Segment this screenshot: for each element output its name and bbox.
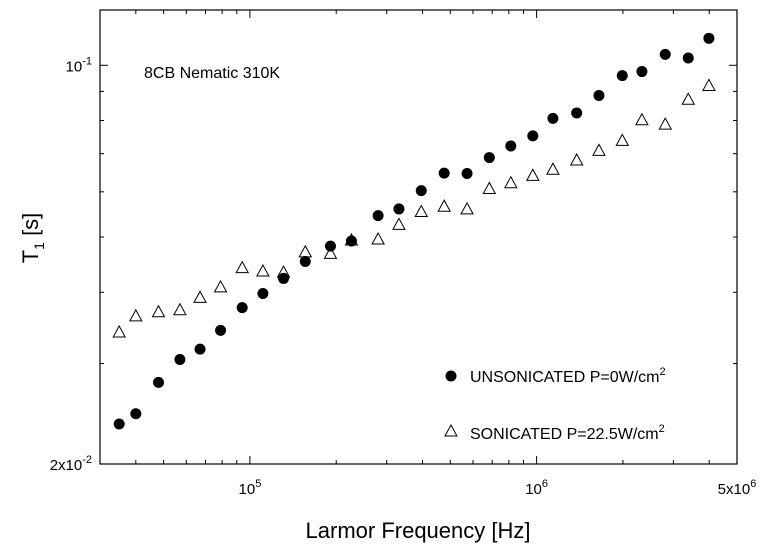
data-point-unsonicated [113, 418, 125, 430]
data-point-sonicated [592, 143, 606, 156]
data-point-sonicated [658, 117, 673, 130]
data-point-sonicated [482, 181, 497, 194]
data-point-sonicated [173, 302, 187, 316]
y-tick-label: 2x10-2 [50, 454, 92, 474]
data-point-sonicated [546, 162, 560, 175]
data-point-unsonicated [174, 353, 186, 365]
data-point-sonicated [298, 244, 313, 258]
data-point-sonicated [392, 217, 406, 230]
data-point-sonicated [503, 175, 518, 189]
x-tick-label: 105 [239, 478, 262, 498]
y-axis-title: T1 [s] [18, 213, 47, 264]
data-point-sonicated [437, 199, 452, 212]
data-point-unsonicated [483, 152, 495, 164]
data-point-unsonicated [257, 288, 269, 300]
data-point-sonicated [615, 133, 630, 146]
data-point-sonicated [414, 204, 429, 218]
data-point-unsonicated [616, 70, 628, 82]
data-point-unsonicated [505, 140, 517, 152]
data-point-sonicated [128, 308, 143, 322]
data-point-unsonicated [393, 203, 405, 215]
data-point-unsonicated [461, 168, 473, 180]
data-point-sonicated [371, 231, 385, 245]
chart-annotation: 8CB Nematic 310K [144, 65, 280, 82]
data-point-unsonicated [299, 255, 311, 267]
data-point-sonicated [213, 279, 228, 293]
data-point-sonicated [344, 232, 359, 246]
data-point-unsonicated [682, 52, 694, 64]
data-point-unsonicated [278, 272, 290, 284]
data-point-sonicated [323, 246, 338, 259]
legend-label-sonicated: SONICATED P=22.5W/cm2 [470, 423, 665, 443]
legend-label-unsonicated: UNSONICATED P=0W/cm2 [470, 366, 666, 386]
data-point-sonicated [256, 263, 270, 277]
data-point-unsonicated [547, 112, 559, 124]
y-tick-label: 10-1 [66, 55, 92, 75]
data-point-unsonicated [194, 343, 206, 355]
data-point-unsonicated [415, 185, 427, 197]
data-point-sonicated [193, 290, 207, 303]
data-point-unsonicated [636, 66, 648, 78]
x-axis-title: Larmor Frequency [Hz] [306, 518, 531, 543]
data-point-unsonicated [324, 240, 336, 252]
series-unsonicated [113, 32, 715, 430]
data-point-unsonicated [593, 90, 605, 102]
x-tick-label: 5x106 [718, 478, 757, 498]
data-point-unsonicated [571, 107, 583, 119]
data-point-sonicated [235, 260, 250, 274]
data-point-sonicated [151, 304, 166, 318]
data-point-unsonicated [659, 48, 671, 60]
data-point-unsonicated [527, 130, 539, 142]
data-point-unsonicated [153, 376, 165, 388]
legend-marker-sonicated [444, 423, 458, 437]
x-axis-ticks [99, 10, 738, 464]
data-point-sonicated [702, 78, 716, 91]
data-point-sonicated [276, 265, 291, 278]
x-axis-tick-labels: 105 106 5x106 [239, 478, 757, 498]
data-point-unsonicated [236, 302, 248, 314]
y-axis-tick-labels: 2x10-2 10-1 [50, 55, 92, 474]
x-tick-label: 106 [525, 478, 548, 498]
data-point-sonicated [569, 152, 584, 166]
data-point-sonicated [681, 92, 696, 105]
data-point-unsonicated [438, 167, 450, 179]
y-axis-ticks [100, 64, 737, 465]
data-point-unsonicated [215, 324, 227, 336]
data-point-unsonicated [130, 408, 142, 420]
data-point-sonicated [112, 324, 127, 338]
legend: UNSONICATED P=0W/cm2 SONICATED P=22.5W/c… [444, 366, 666, 443]
series-sonicated [112, 78, 716, 338]
data-point-unsonicated [372, 210, 384, 222]
data-point-sonicated [635, 112, 649, 126]
data-point-unsonicated [703, 32, 715, 44]
data-point-sonicated [525, 168, 540, 181]
legend-marker-unsonicated [445, 370, 457, 382]
data-point-sonicated [460, 201, 474, 215]
